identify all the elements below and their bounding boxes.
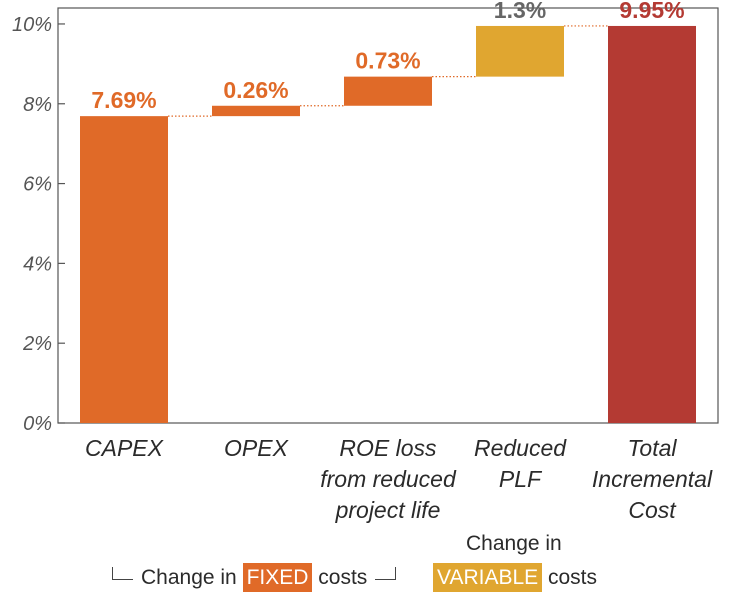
y-tick-label: 6% — [23, 174, 52, 196]
bar — [608, 25, 696, 424]
plot-frame — [57, 7, 719, 424]
bar — [476, 25, 564, 77]
y-tick-label: 10% — [12, 14, 52, 36]
y-tick-label: 2% — [22, 333, 52, 355]
x-category-label: from reduced — [320, 466, 457, 492]
legend-variable-prefix: Change in — [466, 532, 562, 555]
data-label: 1.3% — [494, 0, 546, 23]
data-label: 0.26% — [223, 77, 288, 103]
data-label: 9.95% — [619, 0, 684, 23]
legend-fixed-prefix: Change in — [141, 566, 237, 589]
legend-variable-suffix: costs — [548, 566, 598, 589]
data-label: 7.69% — [91, 87, 156, 113]
bar — [212, 105, 300, 117]
x-category-label: Incremental — [592, 466, 713, 492]
x-category-label: project life — [335, 497, 441, 523]
bracket-left-icon — [112, 567, 133, 580]
x-category-label: Reduced — [474, 435, 567, 461]
y-tick-label: 0% — [23, 413, 52, 435]
bracket-right-icon — [375, 567, 397, 580]
x-category-label: PLF — [499, 466, 543, 492]
y-tick-label: 8% — [23, 94, 52, 116]
legend-variable-chip: VARIABLE — [433, 563, 543, 592]
x-category-label: Cost — [628, 497, 677, 523]
x-category-label: CAPEX — [85, 435, 165, 461]
bar — [80, 116, 168, 424]
x-category-label: Total — [627, 435, 677, 461]
legend-fixed-suffix: costs — [318, 566, 368, 589]
bar — [344, 76, 432, 106]
legend-fixed: Change in FIXED costs — [112, 563, 397, 592]
data-label: 0.73% — [355, 48, 420, 74]
legend-variable: VARIABLE costs — [433, 563, 598, 592]
x-category-label: ROE loss — [339, 435, 437, 461]
legend-fixed-chip: FIXED — [242, 563, 313, 592]
y-tick-label: 4% — [23, 253, 52, 275]
x-category-label: OPEX — [224, 435, 290, 461]
